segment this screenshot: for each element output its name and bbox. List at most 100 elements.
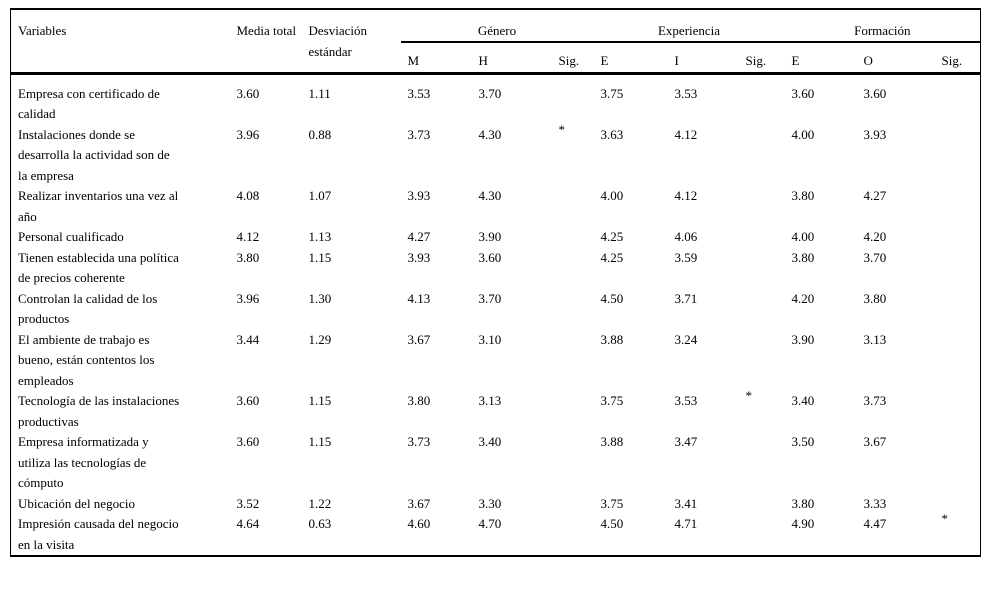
table-row: Ubicación del negocio 3.52 1.22 3.67 3.30 3.7…	[11, 494, 981, 515]
significance-cell-form: *	[935, 514, 981, 556]
value-cell-exp-i: 3.59	[674, 249, 698, 265]
group-header-experiencia: Experiencia	[593, 9, 785, 43]
significance-cell-exp	[739, 330, 785, 392]
value-cell-media: 3.96	[236, 126, 260, 142]
value-cell-form-e: 3.40	[791, 393, 815, 408]
significance-cell-form	[935, 494, 981, 515]
subcolumn-exp-sig: Sig.	[738, 42, 785, 75]
value-cell-desviacion: 1.29	[308, 331, 332, 347]
value-cell-desviacion: 1.13	[308, 229, 332, 244]
significance-cell-exp: *	[739, 391, 785, 432]
significance-cell-genero	[552, 227, 594, 248]
value-cell-genero-h: 4.30	[478, 188, 502, 203]
significance-cell-form	[935, 227, 981, 248]
variable-label: Impresión causada del negocio en la visi…	[18, 516, 179, 552]
table-body: Empresa con certificado de calidad 3.60 1.…	[11, 73, 981, 556]
value-cell-form-e: 3.60	[791, 85, 815, 101]
value-cell-exp-e: 4.25	[600, 249, 624, 265]
table-row: Tienen establecida una política de preci…	[11, 248, 981, 289]
value-cell-exp-e: 3.88	[600, 331, 624, 347]
value-cell-exp-i: 4.06	[674, 229, 698, 244]
variable-label: Ubicación del negocio	[18, 495, 135, 511]
value-cell-exp-e: 4.50	[600, 516, 624, 531]
value-cell-form-o: 3.60	[863, 85, 887, 101]
value-cell-genero-m: 3.67	[407, 495, 431, 511]
significance-cell-genero	[552, 391, 594, 432]
value-cell-desviacion: 1.15	[308, 434, 332, 449]
value-cell-genero-h: 3.10	[478, 331, 502, 347]
significance-cell-genero	[552, 186, 594, 227]
subcolumn-form-e: E	[784, 42, 857, 75]
value-cell-media: 3.52	[236, 495, 260, 511]
value-cell-exp-i: 3.47	[674, 434, 698, 449]
significance-asterisk: *	[558, 124, 566, 137]
variable-label: Empresa informatizada y utiliza las tecn…	[18, 434, 149, 490]
group-header-genero: Género	[400, 9, 594, 43]
value-cell-genero-h: 3.70	[478, 85, 502, 101]
significance-cell-genero	[552, 289, 594, 330]
variable-label: Instalaciones donde se desarrolla la act…	[18, 126, 170, 183]
column-header-variables: Variables	[10, 9, 230, 75]
significance-cell-form	[935, 432, 981, 494]
value-cell-genero-m: 4.27	[407, 229, 431, 244]
table-row: Instalaciones donde se desarrolla la act…	[11, 125, 981, 187]
variable-label: Tecnología de las instalaciones producti…	[18, 393, 180, 429]
significance-cell-exp	[739, 125, 785, 187]
value-cell-exp-i: 3.41	[674, 495, 698, 511]
value-cell-form-o: 3.80	[863, 290, 887, 306]
variable-label: Empresa con certificado de calidad	[18, 85, 160, 122]
value-cell-form-o: 3.33	[863, 495, 887, 511]
significance-cell-form	[935, 330, 981, 392]
value-cell-form-o: 3.67	[863, 434, 887, 449]
significance-cell-genero	[552, 432, 594, 494]
subcolumn-exp-i: I	[667, 42, 739, 75]
table-row: Impresión causada del negocio en la visi…	[11, 514, 981, 556]
significance-cell-form	[935, 391, 981, 432]
value-cell-desviacion: 1.22	[308, 495, 332, 511]
subcolumn-exp-e: E	[593, 42, 668, 75]
significance-cell-form	[935, 73, 981, 125]
value-cell-exp-e: 3.63	[600, 126, 624, 142]
value-cell-exp-e: 4.50	[600, 290, 624, 306]
value-cell-form-o: 4.27	[863, 188, 887, 203]
subcolumn-genero-h: H	[471, 42, 552, 75]
value-cell-genero-h: 3.30	[478, 495, 502, 511]
subcolumn-genero-sig: Sig.	[551, 42, 594, 75]
value-cell-form-o: 3.73	[863, 393, 887, 408]
value-cell-genero-h: 3.60	[478, 249, 502, 265]
value-cell-form-o: 3.93	[863, 126, 887, 142]
significance-cell-form	[935, 125, 981, 187]
value-cell-genero-h: 3.70	[478, 290, 502, 306]
value-cell-form-e: 4.90	[791, 516, 815, 531]
header-group-row: Variables Media total Desviación estánda…	[10, 9, 981, 75]
value-cell-exp-e: 4.00	[600, 188, 624, 203]
value-cell-genero-m: 3.80	[407, 393, 431, 408]
value-cell-form-e: 3.90	[791, 331, 815, 347]
value-cell-genero-m: 3.73	[407, 126, 431, 142]
table-row: Empresa con certificado de calidad 3.60 1.…	[11, 73, 981, 125]
value-cell-genero-h: 3.13	[478, 393, 502, 408]
value-cell-genero-m: 3.93	[407, 249, 431, 265]
subcolumn-form-sig: Sig.	[934, 42, 981, 75]
table-row: Personal cualificado 4.12 1.13 4.27 3.90 4.25…	[11, 227, 981, 248]
value-cell-form-e: 4.00	[791, 126, 815, 142]
significance-cell-genero	[552, 73, 594, 125]
value-cell-exp-e: 4.25	[600, 229, 624, 244]
value-cell-exp-i: 3.71	[674, 290, 698, 306]
value-cell-genero-m: 3.93	[407, 188, 431, 203]
value-cell-form-e: 4.20	[791, 290, 815, 306]
table-row: Tecnología de las instalaciones producti…	[11, 391, 981, 432]
value-cell-form-e: 4.00	[791, 229, 815, 244]
table-row: Realizar inventarios una vez al año 4.08 1…	[11, 186, 981, 227]
value-cell-media: 3.60	[236, 393, 260, 408]
significance-cell-exp	[739, 432, 785, 494]
significance-cell-genero	[552, 330, 594, 392]
value-cell-exp-i: 3.24	[674, 331, 698, 347]
column-header-desviacion-estandar: Desviación estándar	[301, 9, 401, 75]
value-cell-desviacion: 1.15	[308, 249, 332, 265]
significance-cell-exp	[739, 186, 785, 227]
value-cell-exp-i: 3.53	[674, 85, 698, 101]
table-header: Variables Media total Desviación estánda…	[10, 9, 981, 75]
significance-cell-exp	[739, 248, 785, 289]
value-cell-exp-i: 4.12	[674, 126, 698, 142]
